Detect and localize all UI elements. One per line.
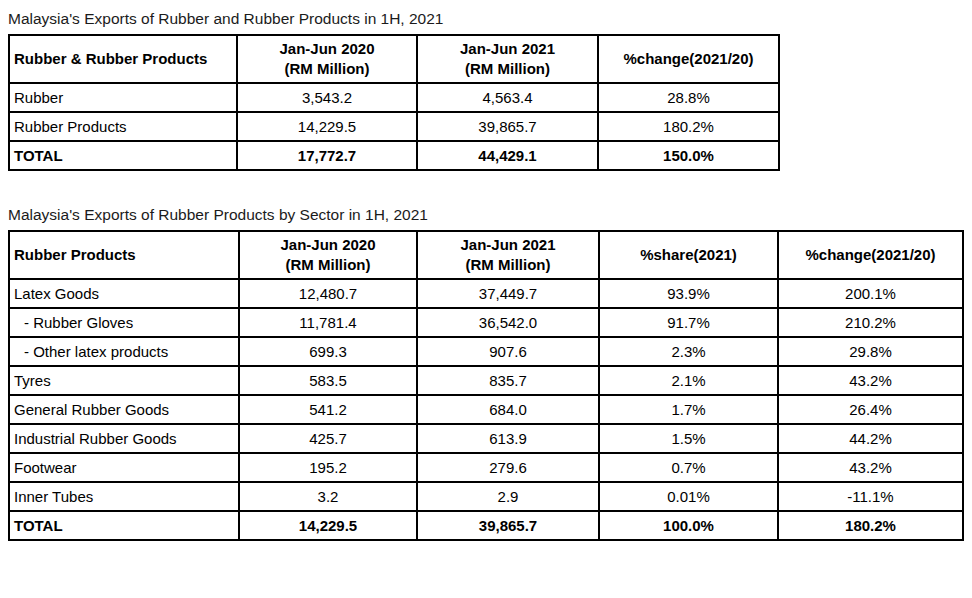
product-cell: Rubber Products (9, 112, 237, 141)
table-row: Latex Goods 12,480.7 37,449.7 93.9% 200.… (9, 279, 963, 308)
header-period-label: Jan-Jun 2020 (240, 235, 416, 255)
header-period-label: Jan-Jun 2021 (418, 235, 598, 255)
change-cell: 210.2% (778, 308, 963, 337)
value-2020-cell: 583.5 (239, 366, 417, 395)
value-2020-cell: 14,229.5 (237, 112, 417, 141)
table2-header-row: Rubber Products Jan-Jun 2020 (RM Million… (9, 231, 963, 279)
header-jan-jun-2021: Jan-Jun 2021 (RM Million) (417, 35, 598, 83)
header-period-label: Jan-Jun 2021 (418, 39, 597, 59)
value-2021-cell: 279.6 (417, 453, 599, 482)
total-value-2021-cell: 44,429.1 (417, 141, 598, 170)
total-share-cell: 100.0% (599, 511, 778, 540)
total-value-2020-cell: 17,772.7 (237, 141, 417, 170)
product-cell: Inner Tubes (9, 482, 239, 511)
value-2020-cell: 12,480.7 (239, 279, 417, 308)
value-2021-cell: 39,865.7 (417, 112, 598, 141)
table-row: General Rubber Goods 541.2 684.0 1.7% 26… (9, 395, 963, 424)
table1-title: Malaysia's Exports of Rubber and Rubber … (8, 8, 972, 30)
value-2020-cell: 699.3 (239, 337, 417, 366)
table-row: Rubber 3,543.2 4,563.4 28.8% (9, 83, 779, 112)
table-row: Industrial Rubber Goods 425.7 613.9 1.5%… (9, 424, 963, 453)
total-row: TOTAL 17,772.7 44,429.1 150.0% (9, 141, 779, 170)
header-unit-label: (RM Million) (418, 59, 597, 79)
header-jan-jun-2020: Jan-Jun 2020 (RM Million) (239, 231, 417, 279)
change-cell: 200.1% (778, 279, 963, 308)
value-2021-cell: 613.9 (417, 424, 599, 453)
table-row: - Other latex products 699.3 907.6 2.3% … (9, 337, 963, 366)
value-2021-cell: 37,449.7 (417, 279, 599, 308)
share-cell: 1.7% (599, 395, 778, 424)
product-cell: Footwear (9, 453, 239, 482)
product-cell: Latex Goods (9, 279, 239, 308)
value-2020-cell: 3.2 (239, 482, 417, 511)
product-cell: - Other latex products (9, 337, 239, 366)
total-value-2020-cell: 14,229.5 (239, 511, 417, 540)
total-change-cell: 150.0% (598, 141, 779, 170)
value-2021-cell: 2.9 (417, 482, 599, 511)
table-row: Footwear 195.2 279.6 0.7% 43.2% (9, 453, 963, 482)
total-label-cell: TOTAL (9, 141, 237, 170)
header-period-label: Jan-Jun 2020 (238, 39, 416, 59)
table1-header-row: Rubber & Rubber Products Jan-Jun 2020 (R… (9, 35, 779, 83)
table-row: Rubber Products 14,229.5 39,865.7 180.2% (9, 112, 779, 141)
change-cell: 180.2% (598, 112, 779, 141)
share-cell: 2.3% (599, 337, 778, 366)
change-cell: 28.8% (598, 83, 779, 112)
share-cell: 0.7% (599, 453, 778, 482)
table-row: - Rubber Gloves 11,781.4 36,542.0 91.7% … (9, 308, 963, 337)
value-2020-cell: 3,543.2 (237, 83, 417, 112)
value-2020-cell: 541.2 (239, 395, 417, 424)
total-row: TOTAL 14,229.5 39,865.7 100.0% 180.2% (9, 511, 963, 540)
total-change-cell: 180.2% (778, 511, 963, 540)
header-pct-change: %change(2021/20) (598, 35, 779, 83)
change-cell: 26.4% (778, 395, 963, 424)
share-cell: 0.01% (599, 482, 778, 511)
change-cell: -11.1% (778, 482, 963, 511)
value-2021-cell: 36,542.0 (417, 308, 599, 337)
header-product-column: Rubber & Rubber Products (9, 35, 237, 83)
product-cell: Industrial Rubber Goods (9, 424, 239, 453)
product-cell: - Rubber Gloves (9, 308, 239, 337)
value-2020-cell: 11,781.4 (239, 308, 417, 337)
product-cell: General Rubber Goods (9, 395, 239, 424)
change-cell: 43.2% (778, 453, 963, 482)
share-cell: 2.1% (599, 366, 778, 395)
value-2020-cell: 425.7 (239, 424, 417, 453)
header-unit-label: (RM Million) (240, 255, 416, 275)
value-2021-cell: 684.0 (417, 395, 599, 424)
value-2020-cell: 195.2 (239, 453, 417, 482)
change-cell: 29.8% (778, 337, 963, 366)
header-unit-label: (RM Million) (418, 255, 598, 275)
change-cell: 44.2% (778, 424, 963, 453)
total-value-2021-cell: 39,865.7 (417, 511, 599, 540)
total-label-cell: TOTAL (9, 511, 239, 540)
header-pct-change: %change(2021/20) (778, 231, 963, 279)
value-2021-cell: 907.6 (417, 337, 599, 366)
share-cell: 1.5% (599, 424, 778, 453)
product-cell: Rubber (9, 83, 237, 112)
share-cell: 91.7% (599, 308, 778, 337)
document-page: Malaysia's Exports of Rubber and Rubber … (0, 0, 972, 541)
header-jan-jun-2021: Jan-Jun 2021 (RM Million) (417, 231, 599, 279)
table-row: Tyres 583.5 835.7 2.1% 43.2% (9, 366, 963, 395)
rubber-exports-table: Rubber & Rubber Products Jan-Jun 2020 (R… (8, 34, 780, 171)
header-jan-jun-2020: Jan-Jun 2020 (RM Million) (237, 35, 417, 83)
header-pct-share: %share(2021) (599, 231, 778, 279)
header-unit-label: (RM Million) (238, 59, 416, 79)
product-cell: Tyres (9, 366, 239, 395)
table2-title: Malaysia's Exports of Rubber Products by… (8, 204, 972, 226)
table-row: Inner Tubes 3.2 2.9 0.01% -11.1% (9, 482, 963, 511)
header-product-column: Rubber Products (9, 231, 239, 279)
value-2021-cell: 4,563.4 (417, 83, 598, 112)
share-cell: 93.9% (599, 279, 778, 308)
value-2021-cell: 835.7 (417, 366, 599, 395)
change-cell: 43.2% (778, 366, 963, 395)
rubber-products-sector-table: Rubber Products Jan-Jun 2020 (RM Million… (8, 230, 964, 541)
